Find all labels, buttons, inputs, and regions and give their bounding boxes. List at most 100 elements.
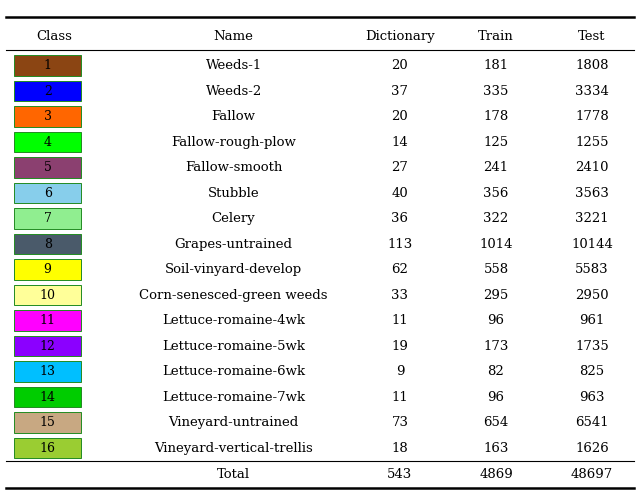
Text: 113: 113 [387, 238, 413, 250]
Text: Weeds-1: Weeds-1 [205, 59, 262, 72]
Text: Lettuce-romaine-5wk: Lettuce-romaine-5wk [162, 340, 305, 352]
Text: Weeds-2: Weeds-2 [205, 84, 262, 98]
Text: Fallow-rough-plow: Fallow-rough-plow [171, 136, 296, 148]
Text: 2410: 2410 [575, 161, 609, 174]
Text: 82: 82 [488, 365, 504, 378]
Text: 1778: 1778 [575, 110, 609, 123]
FancyBboxPatch shape [14, 55, 81, 76]
Text: 4869: 4869 [479, 468, 513, 481]
Text: 1014: 1014 [479, 238, 513, 250]
Text: 295: 295 [483, 288, 509, 302]
Text: 173: 173 [483, 340, 509, 352]
Text: Test: Test [579, 31, 605, 43]
FancyBboxPatch shape [14, 259, 81, 280]
Text: 37: 37 [392, 84, 408, 98]
Text: Celery: Celery [212, 212, 255, 225]
Text: 33: 33 [392, 288, 408, 302]
Text: Lettuce-romaine-6wk: Lettuce-romaine-6wk [162, 365, 305, 378]
Text: 9: 9 [44, 263, 52, 276]
Text: 13: 13 [40, 365, 56, 378]
Text: 322: 322 [483, 212, 509, 225]
Text: 4: 4 [44, 136, 52, 148]
Text: Fallow: Fallow [212, 110, 255, 123]
FancyBboxPatch shape [14, 413, 81, 433]
Text: 18: 18 [392, 442, 408, 455]
FancyBboxPatch shape [14, 132, 81, 152]
Text: 20: 20 [392, 59, 408, 72]
Text: Lettuce-romaine-4wk: Lettuce-romaine-4wk [162, 314, 305, 327]
Text: 48697: 48697 [571, 468, 613, 481]
FancyBboxPatch shape [14, 336, 81, 356]
Text: Class: Class [36, 31, 72, 43]
Text: 12: 12 [40, 340, 56, 352]
FancyBboxPatch shape [14, 106, 81, 127]
Text: 6541: 6541 [575, 416, 609, 429]
FancyBboxPatch shape [14, 81, 81, 101]
Text: 163: 163 [483, 442, 509, 455]
Text: 9: 9 [396, 365, 404, 378]
Text: Soil-vinyard-develop: Soil-vinyard-develop [165, 263, 302, 276]
Text: Train: Train [478, 31, 514, 43]
Text: Total: Total [217, 468, 250, 481]
Text: 5583: 5583 [575, 263, 609, 276]
Text: Fallow-smooth: Fallow-smooth [185, 161, 282, 174]
Text: 3221: 3221 [575, 212, 609, 225]
Text: Corn-senesced-green weeds: Corn-senesced-green weeds [140, 288, 328, 302]
Text: 654: 654 [483, 416, 509, 429]
Text: 335: 335 [483, 84, 509, 98]
Text: 3563: 3563 [575, 186, 609, 200]
Text: Vineyard-untrained: Vineyard-untrained [168, 416, 299, 429]
Text: 1: 1 [44, 59, 52, 72]
FancyBboxPatch shape [14, 361, 81, 382]
Text: 15: 15 [40, 416, 56, 429]
Text: 181: 181 [483, 59, 509, 72]
Text: 11: 11 [392, 314, 408, 327]
Text: 1808: 1808 [575, 59, 609, 72]
Text: 178: 178 [483, 110, 509, 123]
Text: 36: 36 [392, 212, 408, 225]
Text: 2950: 2950 [575, 288, 609, 302]
Text: 10144: 10144 [571, 238, 613, 250]
Text: 961: 961 [579, 314, 605, 327]
Text: 1626: 1626 [575, 442, 609, 455]
FancyBboxPatch shape [14, 234, 81, 254]
Text: Stubble: Stubble [208, 186, 259, 200]
Text: 20: 20 [392, 110, 408, 123]
Text: 8: 8 [44, 238, 52, 250]
FancyBboxPatch shape [14, 209, 81, 229]
FancyBboxPatch shape [14, 311, 81, 331]
Text: 125: 125 [483, 136, 509, 148]
Text: 7: 7 [44, 212, 52, 225]
Text: 96: 96 [488, 314, 504, 327]
Text: Name: Name [214, 31, 253, 43]
Text: Grapes-untrained: Grapes-untrained [175, 238, 292, 250]
Text: 14: 14 [40, 390, 56, 404]
Text: 11: 11 [40, 314, 56, 327]
Text: 825: 825 [579, 365, 605, 378]
Text: 27: 27 [392, 161, 408, 174]
Text: 1255: 1255 [575, 136, 609, 148]
FancyBboxPatch shape [14, 285, 81, 305]
Text: 19: 19 [392, 340, 408, 352]
Text: 356: 356 [483, 186, 509, 200]
Text: 1735: 1735 [575, 340, 609, 352]
Text: 96: 96 [488, 390, 504, 404]
FancyBboxPatch shape [14, 157, 81, 178]
FancyBboxPatch shape [14, 387, 81, 407]
Text: 3: 3 [44, 110, 52, 123]
Text: 11: 11 [392, 390, 408, 404]
Text: 558: 558 [483, 263, 509, 276]
Text: 40: 40 [392, 186, 408, 200]
Text: 16: 16 [40, 442, 56, 455]
FancyBboxPatch shape [14, 438, 81, 458]
Text: 5: 5 [44, 161, 52, 174]
Text: 62: 62 [392, 263, 408, 276]
Text: Dictionary: Dictionary [365, 31, 435, 43]
FancyBboxPatch shape [14, 183, 81, 203]
Text: 6: 6 [44, 186, 52, 200]
Text: 2: 2 [44, 84, 52, 98]
Text: Vineyard-vertical-trellis: Vineyard-vertical-trellis [154, 442, 313, 455]
Text: 14: 14 [392, 136, 408, 148]
Text: 543: 543 [387, 468, 413, 481]
Text: Lettuce-romaine-7wk: Lettuce-romaine-7wk [162, 390, 305, 404]
